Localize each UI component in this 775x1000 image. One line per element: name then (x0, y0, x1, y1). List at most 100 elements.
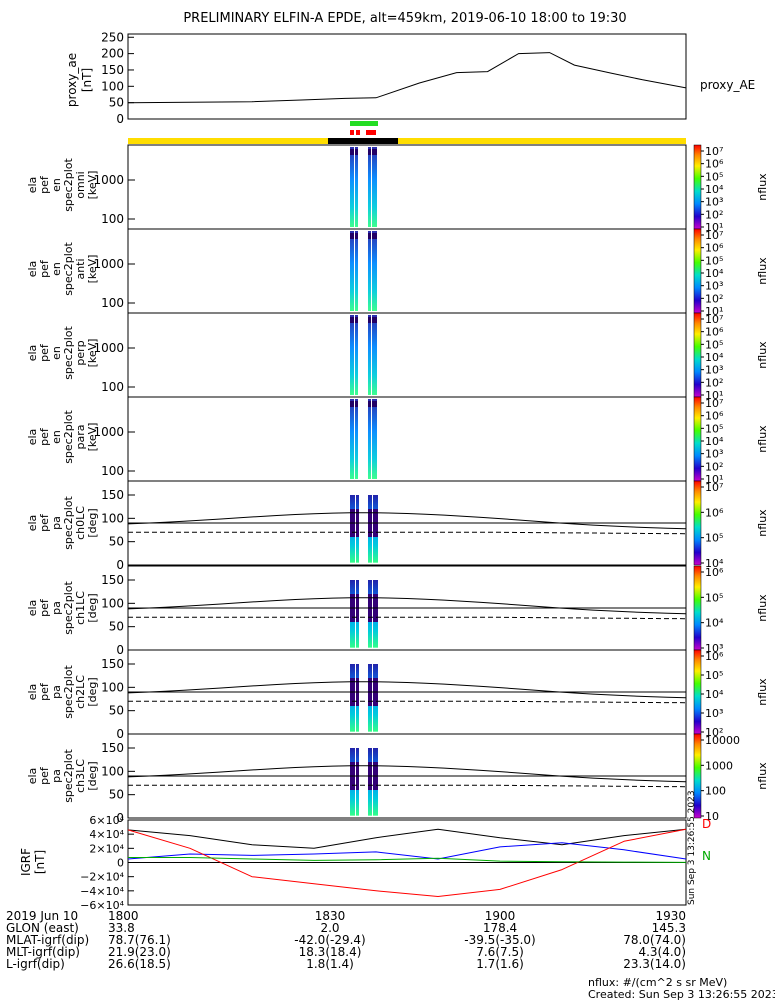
colorbar-tick-label: 10⁵ (705, 669, 723, 682)
pa-tick-label: 150 (101, 573, 124, 587)
pa-antilosscone-curve (128, 531, 687, 535)
spec-ylabel-line: ela (26, 345, 39, 362)
spec-flux-core (368, 233, 371, 239)
ae-tick-label: 100 (101, 79, 124, 93)
colorbar-tick-label: 10¹ (705, 305, 723, 318)
status-red-a (350, 130, 354, 135)
pa-tick-label: 50 (109, 620, 124, 634)
spec-ylabel-line: spec2plot (62, 326, 75, 380)
pa-flux (350, 580, 378, 648)
colorbar-strip (693, 396, 702, 482)
colorbar-tick-label: 10 (705, 810, 719, 823)
colorbar-tick-label: 10⁷ (705, 229, 723, 242)
colorbar-unit: nflux (756, 594, 769, 622)
pa-tick-label: 50 (109, 535, 124, 549)
ae-tick-label: 200 (101, 47, 124, 61)
colorbar-strip (693, 733, 702, 819)
pa-panel-0: 150 100 50 0 ela pef pa spec2plot ch0LC [deg] (26, 480, 687, 572)
footer-cell: 178.4 (483, 921, 517, 935)
pa-tick-label: 50 (109, 704, 124, 718)
spec-flux-core (368, 401, 371, 407)
status-bars (128, 121, 686, 144)
colorbar-tick-label: 10³ (705, 448, 723, 461)
colorbar-tick-label: 10⁵ (705, 591, 723, 604)
spec-flux-column (372, 231, 377, 311)
footer-row-label: 2019 Jun 10 (6, 909, 78, 923)
pa-ylabel-line: spec2plot (62, 496, 75, 550)
igrf-lines (127, 828, 687, 897)
colorbar-tick-label: 10² (705, 292, 723, 305)
colorbar-tick-label: 10² (705, 208, 723, 221)
pa-flux (350, 664, 378, 732)
status-black-bar (328, 138, 398, 144)
footer-cell: 7.6(7.5) (476, 945, 524, 959)
pa-ylabel-line: pa (50, 769, 63, 783)
spec-ylabel-line: [keV] (86, 423, 99, 452)
spec-flux-core (350, 233, 354, 239)
spec-flux-core (368, 317, 371, 323)
spec-ylabel-line: para (74, 425, 87, 450)
pa-tick-label: 100 (101, 511, 124, 525)
colorbar-tick-label: 10⁴ (705, 351, 724, 364)
colorbar-tick-label: 10⁷ (705, 397, 723, 410)
colorbar-tick-label: 10⁷ (705, 481, 723, 494)
spec-ylabel-line: ela (26, 429, 39, 446)
spec-flux-core (372, 233, 377, 239)
spec-ylabel-line: en (50, 430, 63, 444)
pa-ylabel-line: [deg] (86, 508, 99, 537)
igrf-tick-label: 2×10⁴ (89, 842, 124, 855)
spec-tick-label: 100 (101, 212, 124, 226)
pa-ylabel-line: pef (38, 766, 51, 785)
footer-cell: 26.6(18.5) (108, 957, 171, 971)
pa-ylabel-line: ch0LC (74, 506, 87, 540)
spec-flux-column (368, 399, 371, 479)
footer-row-label: L-igrf(dip) (6, 957, 65, 971)
spec-flux-column (355, 231, 358, 311)
ae-panel: 250 200 150 100 50 0 proxy_AE proxy_ae [nT] (65, 30, 755, 126)
colorbar-tick-label: 10² (705, 726, 723, 739)
spec-flux-column (372, 147, 377, 227)
colorbar-tick-label: 10⁴ (705, 183, 724, 196)
colorbar-tick-label: 1000 (705, 759, 733, 772)
spec-flux-core (350, 317, 354, 323)
spec-flux-core (372, 401, 377, 407)
colorbar-5: 10⁶ 10⁵ 10⁴ 10³ nflux (693, 565, 769, 655)
spec-ylabel-line: perp (74, 340, 87, 365)
colorbar-tick-label: 10⁵ (705, 254, 723, 267)
footer-cell: 23.3(14.0) (623, 957, 686, 971)
pa-losscone-curve (127, 597, 687, 615)
footer-cell: 21.9(23.0) (108, 945, 171, 959)
igrf-tick-label: 4×10⁴ (89, 828, 124, 841)
chart-title: PRELIMINARY ELFIN-A EPDE, alt=459km, 201… (183, 11, 626, 26)
spec-ylabel-line: spec2plot (62, 158, 75, 212)
status-green-bar (350, 121, 378, 126)
pa-tick-label: 0 (116, 727, 124, 741)
pa-tick-label: 100 (101, 680, 124, 694)
colorbar-tick-label: 10³ (705, 364, 723, 377)
pa-ylabel-line: pa (50, 685, 63, 699)
colorbar-tick-label: 10⁷ (705, 145, 723, 158)
pa-ylabel-line: [deg] (86, 761, 99, 790)
colorbar-tick-label: 10¹ (705, 221, 723, 234)
footer-cell: 18.3(18.4) (299, 945, 362, 959)
spec-flux-core (355, 149, 358, 155)
colorbar-6: 10⁶ 10⁵ 10⁴ 10³ 10² nflux (693, 649, 769, 739)
pa-tick-label: 100 (101, 596, 124, 610)
colorbar-tick-label: 10⁴ (705, 617, 724, 630)
footer-cell: 1930 (655, 909, 686, 923)
colorbar-tick-label: 10⁷ (705, 313, 723, 326)
colorbar-tick-label: 10⁴ (705, 267, 724, 280)
colorbar-tick-label: 10⁴ (705, 435, 724, 448)
spec-ylabel-line: [keV] (86, 339, 99, 368)
pa-flux (350, 495, 378, 563)
spec-panel-2: 1000 100 ela pef en spec2plot perp [keV] (26, 312, 687, 398)
ae-tick-label: 250 (101, 30, 124, 44)
ae-tick-label: 0 (116, 112, 124, 126)
colorbar-strip (693, 649, 702, 735)
spec-flux-core (355, 317, 358, 323)
